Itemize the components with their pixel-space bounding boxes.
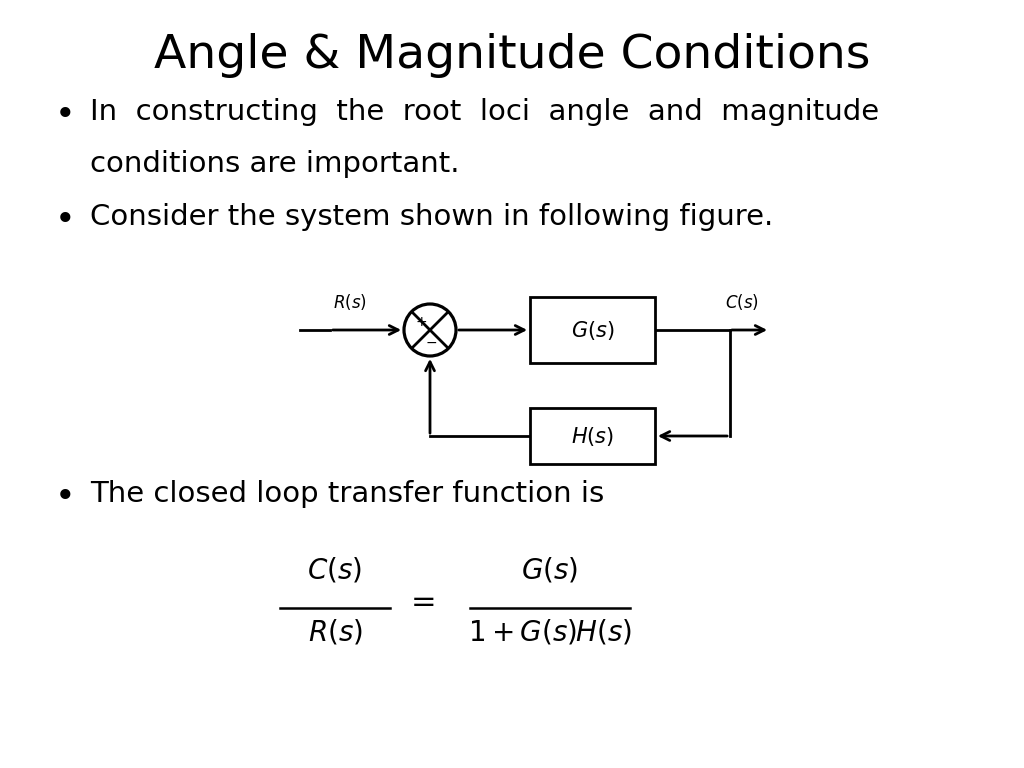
Text: $G(s)$: $G(s)$ (570, 319, 614, 342)
Text: $1+G(s)H(s)$: $1+G(s)H(s)$ (468, 618, 632, 647)
Text: The closed loop transfer function is: The closed loop transfer function is (90, 480, 604, 508)
Text: $R(s)$: $R(s)$ (333, 292, 367, 312)
Bar (530, 297, 655, 363)
Text: $R(s)$: $R(s)$ (307, 618, 362, 647)
Text: •: • (55, 98, 76, 132)
Text: conditions are important.: conditions are important. (90, 150, 460, 178)
Text: $C(s)$: $C(s)$ (725, 292, 759, 312)
Text: •: • (55, 203, 76, 237)
Text: −: − (425, 336, 437, 350)
Text: •: • (55, 480, 76, 514)
Text: $C(s)$: $C(s)$ (307, 556, 362, 585)
Text: +: + (415, 315, 427, 329)
Text: $H(s)$: $H(s)$ (571, 425, 614, 448)
Bar (530, 408, 655, 464)
Text: $G(s)$: $G(s)$ (521, 556, 579, 585)
Text: $=$: $=$ (404, 587, 435, 615)
Text: In  constructing  the  root  loci  angle  and  magnitude: In constructing the root loci angle and … (90, 98, 880, 126)
Text: Consider the system shown in following figure.: Consider the system shown in following f… (90, 203, 773, 231)
Text: Angle & Magnitude Conditions: Angle & Magnitude Conditions (154, 33, 870, 78)
